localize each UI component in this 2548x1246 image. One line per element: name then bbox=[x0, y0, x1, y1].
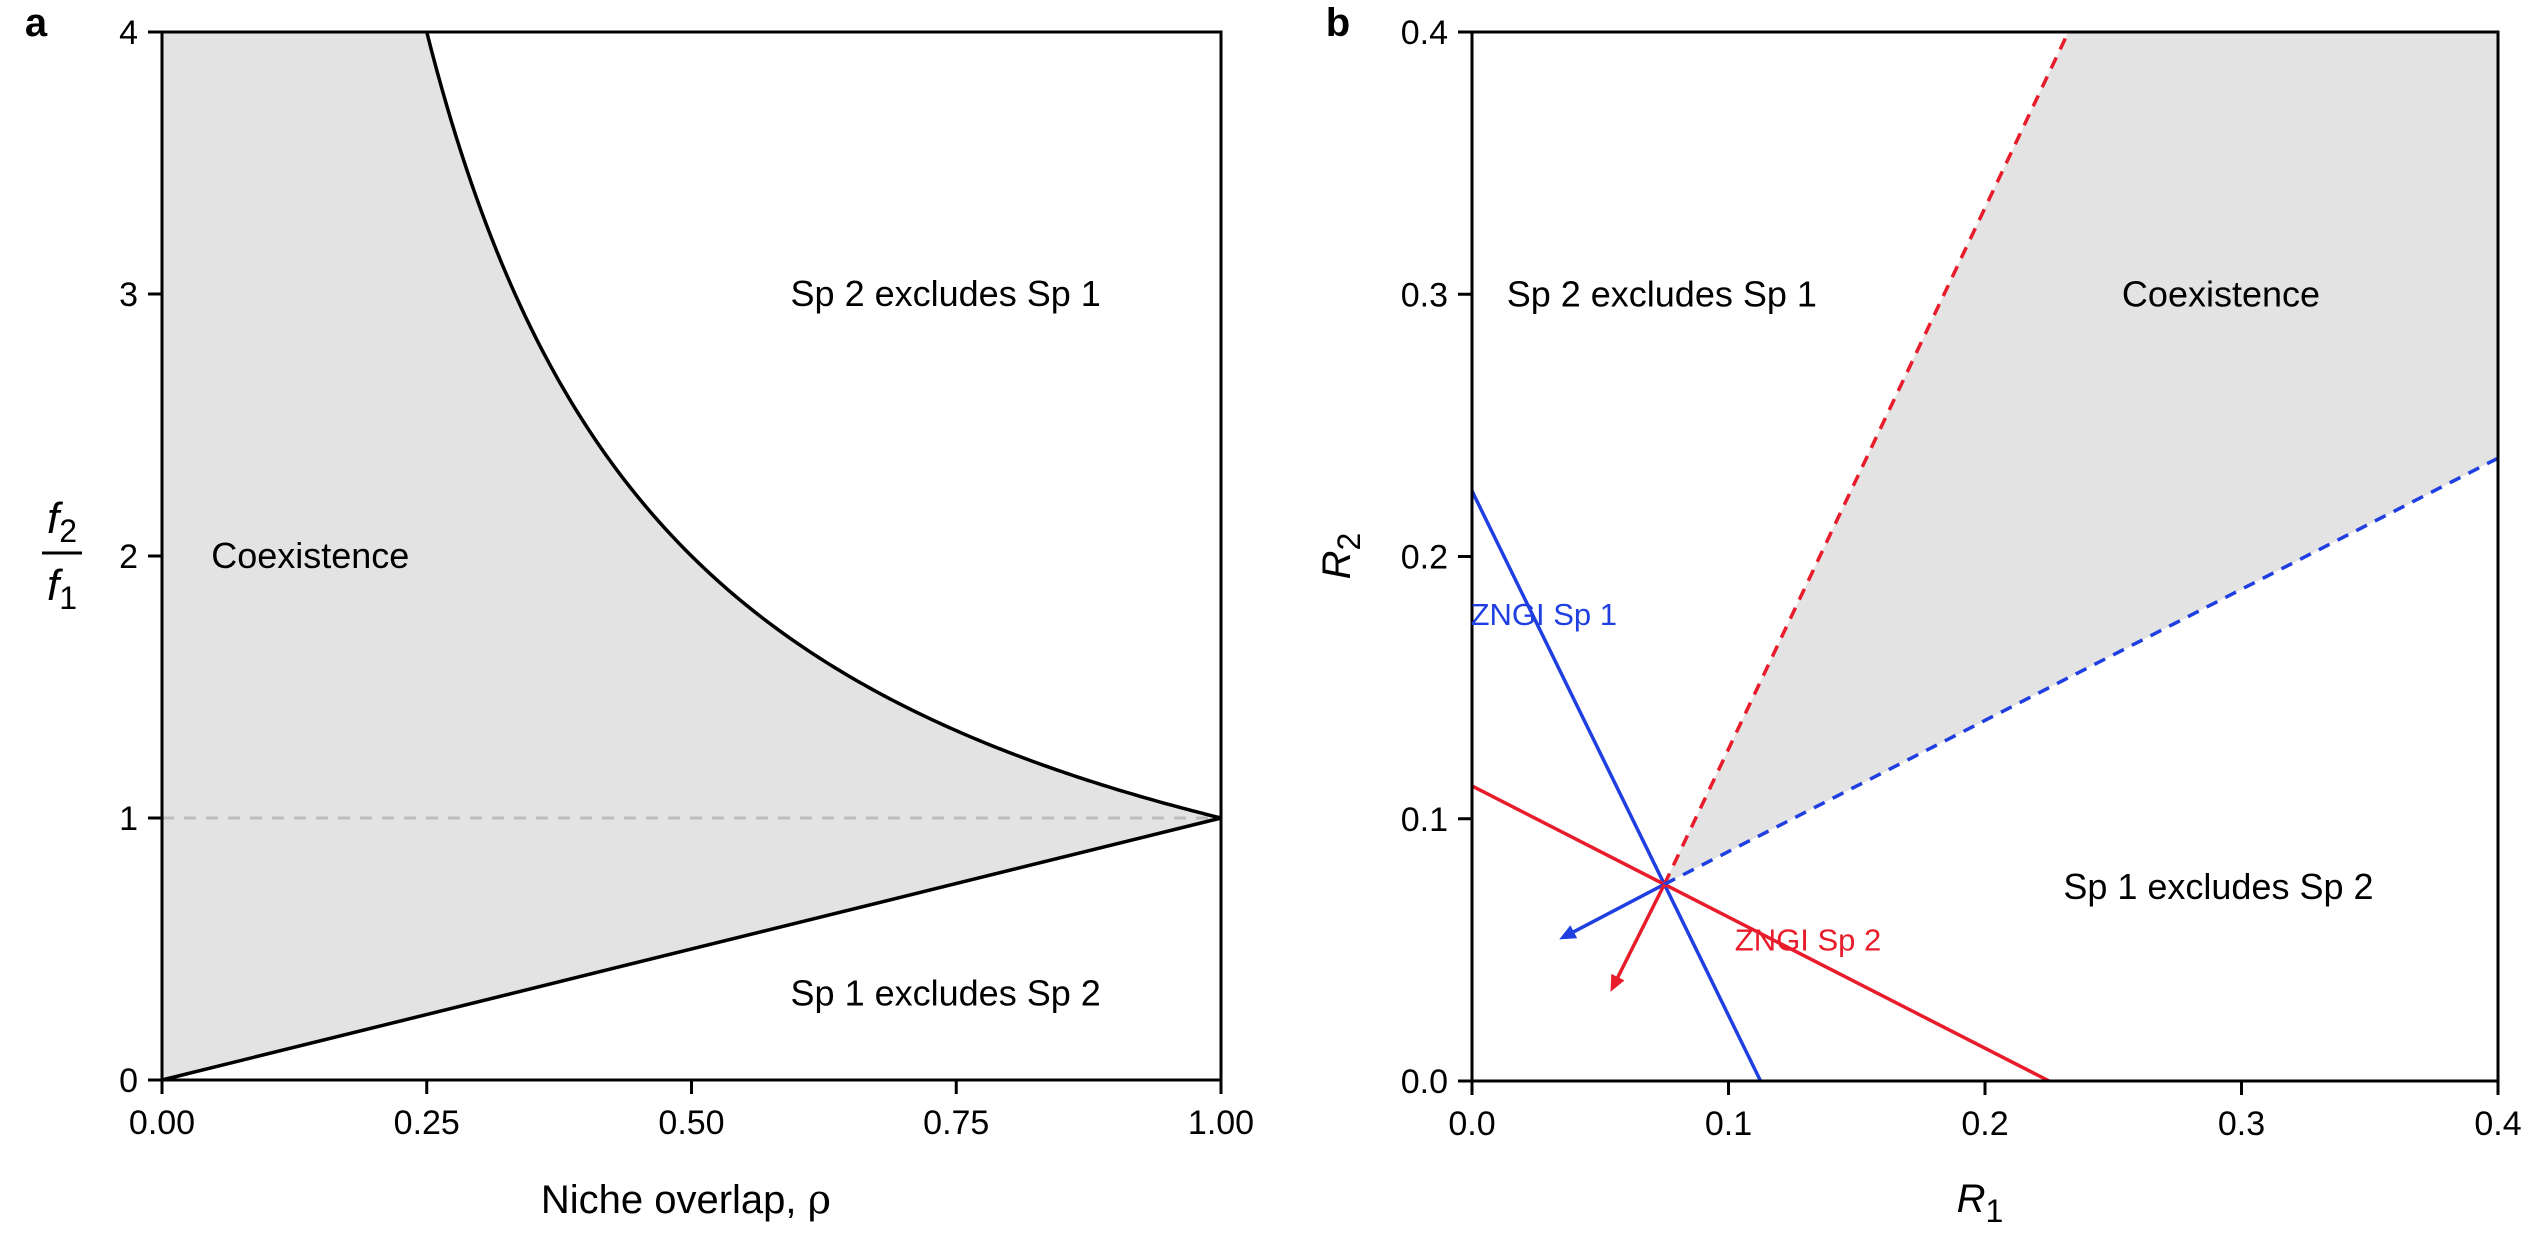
panel-letter-b: b bbox=[1326, 1, 1350, 45]
b-x-tick-label: 0.4 bbox=[2474, 1105, 2521, 1143]
b-region-label: Sp 1 excludes Sp 2 bbox=[2063, 866, 2373, 907]
zngi-line bbox=[1471, 784, 2050, 1083]
line-labels-b: ZNGI Sp 1 ZNGI Sp 2 bbox=[1471, 597, 1882, 957]
a-x-tick-label: 0.00 bbox=[129, 1104, 195, 1142]
zngi-label: ZNGI Sp 1 bbox=[1471, 597, 1617, 632]
region-labels-b: Sp 2 excludes Sp 1 Coexistence Sp 1 exclud… bbox=[1507, 273, 2374, 907]
a-y-tick-label: 1 bbox=[119, 800, 138, 838]
b-y-tick-label: 0.2 bbox=[1401, 539, 1448, 577]
region-labels-a: Coexistence Sp 2 excludes Sp 1 Sp 1 exclud… bbox=[211, 273, 1101, 1014]
a-y-tick-label: 4 bbox=[119, 14, 138, 52]
b-y-tick-label: 0.3 bbox=[1401, 276, 1448, 314]
x-axis-title-b: R1 bbox=[1957, 1177, 2004, 1229]
a-x-tick-label: 0.75 bbox=[923, 1104, 989, 1142]
zngi-label: ZNGI Sp 2 bbox=[1735, 922, 1881, 957]
x-ticks-a: 0.00 0.25 0.50 0.75 1.00 bbox=[129, 1080, 1254, 1142]
panel-letter-a: a bbox=[25, 1, 48, 45]
y-ticks-a: 0 1 2 3 4 bbox=[119, 14, 162, 1100]
a-region-label: Sp 2 excludes Sp 1 bbox=[791, 273, 1101, 314]
panel-b: 0.0 0.1 0.2 0.3 0.4 0.0 0.1 0.2 0.3 0.4 ZNGI Sp … bbox=[1315, 1, 2522, 1229]
consumption-vector bbox=[1614, 883, 1666, 982]
dashed-boundary-line bbox=[1663, 456, 2499, 886]
consumption-vector-arrowhead bbox=[1559, 925, 1578, 940]
y-ticks-b: 0.0 0.1 0.2 0.3 0.4 bbox=[1401, 14, 1472, 1101]
b-x-tick-label: 0.1 bbox=[1705, 1105, 1752, 1143]
b-x-tick-label: 0.2 bbox=[1961, 1105, 2008, 1143]
consumption-vector-arrowhead bbox=[1610, 973, 1625, 992]
boundary-line-lower bbox=[161, 816, 1222, 1082]
y-axis-title-b: R2 bbox=[1315, 533, 1367, 580]
dashed-boundary-line bbox=[1662, 31, 2070, 886]
b-x-tick-label: 0.0 bbox=[1448, 1105, 1495, 1143]
x-axis-title-a: Niche overlap, ρ bbox=[541, 1177, 831, 1223]
a-x-tick-label: 1.00 bbox=[1188, 1104, 1254, 1142]
a-region-label: Sp 1 excludes Sp 2 bbox=[791, 973, 1101, 1014]
b-y-tick-label: 0.1 bbox=[1401, 801, 1448, 839]
boundary-curve-upper bbox=[425, 31, 1222, 820]
a-y-tick-label: 0 bbox=[119, 1062, 138, 1100]
svg-text:f1: f1 bbox=[47, 561, 77, 616]
b-y-tick-label: 0.0 bbox=[1401, 1063, 1448, 1101]
a-x-tick-label: 0.50 bbox=[658, 1104, 724, 1142]
resource-lines-b bbox=[1470, 31, 2499, 1083]
svg-text:f2: f2 bbox=[47, 494, 77, 549]
a-y-tick-label: 3 bbox=[119, 276, 138, 314]
a-x-tick-label: 0.25 bbox=[394, 1104, 460, 1142]
b-region-label: Sp 2 excludes Sp 1 bbox=[1507, 273, 1817, 314]
panel-a: 0.00 0.25 0.50 0.75 1.00 0 1 2 3 4 Coexistence Sp… bbox=[25, 1, 1254, 1223]
consumption-vectors-b bbox=[1559, 882, 1666, 992]
b-x-tick-label: 0.3 bbox=[2218, 1105, 2265, 1143]
coexistence-region-b bbox=[1664, 32, 2498, 885]
b-region-label: Coexistence bbox=[2122, 273, 2320, 314]
zngi-line bbox=[1470, 490, 1763, 1082]
a-y-tick-label: 2 bbox=[119, 538, 138, 576]
y-axis-title-a: f2 f1 bbox=[42, 494, 82, 616]
a-region-label: Coexistence bbox=[211, 535, 409, 576]
consumption-vector bbox=[1569, 882, 1666, 936]
b-y-tick-label: 0.4 bbox=[1401, 14, 1448, 52]
x-ticks-b: 0.0 0.1 0.2 0.3 0.4 bbox=[1448, 1081, 2522, 1143]
